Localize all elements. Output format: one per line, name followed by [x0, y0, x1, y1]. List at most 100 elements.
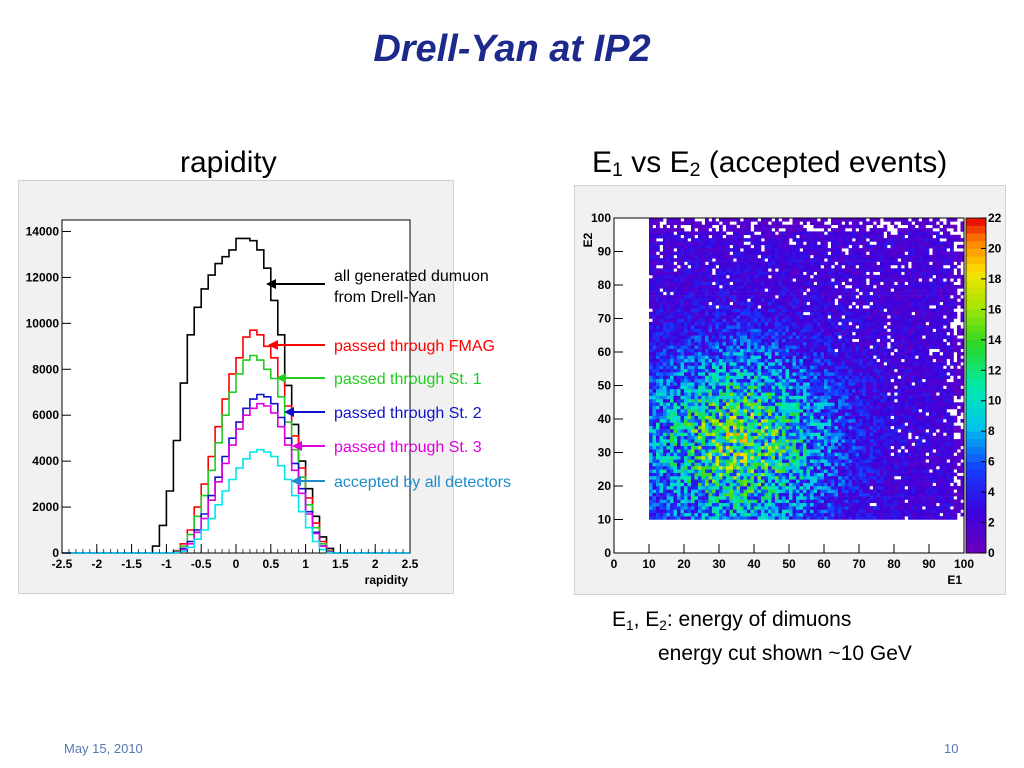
- heatmap-cell: [701, 315, 706, 319]
- heatmap-cell: [663, 425, 667, 430]
- heatmap-cell: [827, 281, 832, 286]
- heatmap-cell: [831, 335, 835, 339]
- heatmap-cell: [698, 315, 702, 319]
- heatmap-cell: [771, 315, 776, 319]
- heatmap-cell: [757, 348, 762, 353]
- heatmap-cell: [792, 465, 797, 470]
- heatmap-cell: [785, 375, 790, 380]
- heatmap-cell: [810, 264, 814, 269]
- heatmap-cell: [656, 412, 660, 416]
- heatmap-cell: [698, 372, 702, 376]
- heatmap-cell: [778, 465, 783, 470]
- heatmap-cell: [712, 496, 716, 500]
- heatmap-cell: [775, 301, 779, 306]
- heatmap-cell: [687, 398, 692, 403]
- heatmap-cell: [757, 321, 762, 326]
- heatmap-cell: [761, 378, 765, 383]
- heatmap-cell: [782, 231, 786, 236]
- heatmap-cell: [750, 295, 755, 299]
- heatmap-cell: [698, 254, 702, 259]
- heatmap-cell: [813, 465, 818, 470]
- heatmap-cell: [715, 281, 720, 286]
- heatmap-cell: [743, 264, 748, 269]
- heatmap-cell: [694, 224, 699, 229]
- heatmap-cell: [677, 238, 681, 242]
- heatmap-cell: [708, 328, 713, 333]
- heatmap-cell: [684, 475, 688, 480]
- heatmap-cell: [722, 305, 727, 309]
- heatmap-cell: [684, 479, 688, 483]
- heatmap-cell: [750, 492, 755, 497]
- heatmap-cell: [670, 479, 674, 483]
- heatmap-cell: [677, 224, 681, 229]
- heatmap-cell: [831, 479, 835, 483]
- heatmap-cell: [747, 405, 751, 410]
- heatmap-cell: [775, 449, 779, 453]
- heatmap-cell: [803, 244, 807, 249]
- heatmap-cell: [810, 365, 814, 370]
- heatmap-cell: [838, 281, 842, 286]
- heatmap-cell: [715, 445, 720, 450]
- heatmap-cell: [708, 502, 713, 507]
- heatmap-cell: [796, 362, 800, 366]
- heatmap-cell: [659, 251, 664, 256]
- heatmap-cell: [785, 388, 790, 393]
- heatmap-cell: [736, 295, 741, 299]
- heatmap-cell: [778, 368, 783, 373]
- heatmap-cell: [691, 472, 695, 477]
- y-tick-label: 0: [52, 546, 59, 560]
- heatmap-cell: [831, 425, 835, 430]
- heatmap-cell: [785, 459, 790, 463]
- heatmap-cell: [785, 419, 790, 423]
- heatmap-cell: [827, 375, 832, 380]
- heatmap-cell: [806, 358, 811, 363]
- heatmap-cell: [834, 238, 839, 242]
- heatmap-cell: [719, 355, 723, 360]
- heatmap-cell: [708, 469, 713, 473]
- heatmap-cell: [806, 345, 811, 349]
- heatmap-cell: [684, 499, 688, 504]
- heatmap-cell: [789, 382, 793, 386]
- heatmap-cell: [834, 449, 839, 453]
- heatmap-cell: [670, 311, 674, 316]
- heatmap-cell: [838, 482, 842, 487]
- heatmap-cell: [757, 452, 762, 457]
- heatmap-cell: [743, 435, 748, 440]
- heatmap-cell: [652, 375, 657, 380]
- heatmap-cell: [834, 335, 839, 339]
- heatmap-cell: [771, 301, 776, 306]
- heatmap-cell: [649, 218, 653, 222]
- heatmap-cell: [810, 499, 814, 504]
- heatmap-cell: [827, 388, 832, 393]
- heatmap-cell: [764, 372, 769, 376]
- heatmap-cell: [831, 345, 835, 349]
- heatmap-cell: [715, 449, 720, 453]
- heatmap-cell: [796, 338, 800, 343]
- heatmap-cell: [673, 482, 678, 487]
- heatmap-cell: [831, 455, 835, 460]
- heatmap-cell: [712, 254, 716, 259]
- heatmap-cell: [708, 509, 713, 514]
- heatmap-cell: [659, 382, 664, 386]
- heatmap-cell: [743, 482, 748, 487]
- heatmap-cell: [775, 274, 779, 279]
- heatmap-cell: [817, 442, 821, 447]
- heatmap-cell: [715, 479, 720, 483]
- heatmap-cell: [747, 301, 751, 306]
- heatmap-cell: [771, 264, 776, 269]
- heatmap-cell: [813, 234, 818, 239]
- heatmap-cell: [743, 221, 748, 226]
- heatmap-cell: [705, 348, 709, 353]
- heatmap-cell: [813, 241, 818, 246]
- heatmap-cell: [729, 412, 734, 416]
- heatmap-cell: [761, 274, 765, 279]
- heatmap-cell: [656, 258, 660, 262]
- heatmap-cell: [747, 288, 751, 292]
- heatmap-cell: [810, 375, 814, 380]
- heatmap-cell: [694, 268, 699, 272]
- heatmap-cell: [778, 378, 783, 383]
- heatmap-cell: [722, 422, 727, 427]
- heatmap-cell: [670, 435, 674, 440]
- heatmap-cell: [761, 472, 765, 477]
- heatmap-cell: [736, 368, 741, 373]
